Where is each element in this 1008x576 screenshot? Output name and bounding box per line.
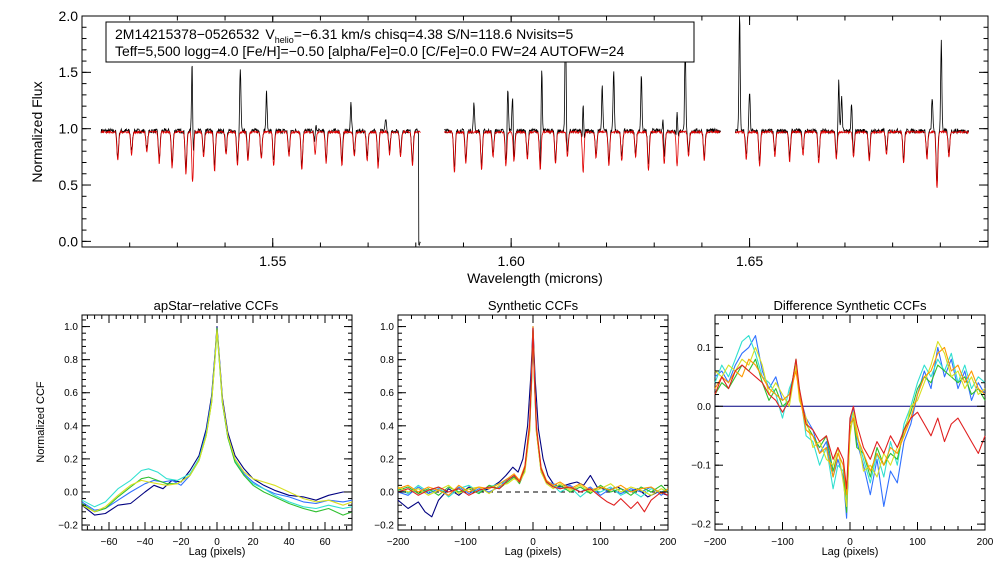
x-tick-label: −100: [771, 537, 794, 548]
difference-axes: −200 −100 0 100 200 −0.2 −0.1 0.0 0.1: [691, 315, 994, 548]
y-tick-label: 1.0: [59, 121, 79, 137]
synthetic-xlabel: Lag (pixels): [505, 546, 562, 558]
apstar-xlabel: Lag (pixels): [189, 546, 246, 558]
spectrum-observed-chip-2: [444, 24, 721, 168]
apstar-ccf-traces: [81, 326, 353, 516]
apstar-ccf-title: apStar−relative CCFs: [154, 298, 279, 313]
y-tick-label: 1.0: [380, 322, 394, 333]
difference-ccf-panel: Difference Synthetic CCFs −200 −100 0 100 20…: [691, 298, 994, 558]
y-tick-label: −0.2: [58, 521, 78, 532]
spectrum-traces: [100, 15, 970, 247]
spectrum-observed-chip-3: [734, 15, 970, 182]
spectrum-plot-frame: [81, 15, 989, 248]
star-stats: =−6.31 km/s chisq=4.38 S/N=118.6 Nvisits…: [294, 26, 574, 42]
x-tick-label: 100: [909, 537, 926, 548]
y-tick-label: 0.8: [64, 355, 78, 366]
x-tick-label: −100: [454, 537, 477, 548]
series-line-ccf-7: [397, 327, 669, 513]
synthetic-ccf-panel: Synthetic CCFs −200 −100 0 100 200 −0.2 0.0 0.2…: [374, 298, 677, 558]
y-tick-label: 0.0: [64, 487, 78, 498]
x-tick-label: −60: [101, 537, 118, 548]
apstar-ccf-panel: apStar−relative CCFs −60 −40 −20 0 20 40 60 −0.…: [35, 298, 353, 558]
x-tick-label: 0: [847, 537, 853, 548]
vhelio-symbol: V: [265, 26, 275, 42]
synthetic-axes: −200 −100 0 100 200 −0.2 0.0 0.2 0.4 0.6 0.8 1.0: [374, 315, 677, 548]
spectrum-synthetic-chip-2: [444, 129, 721, 173]
series-line-diff-4: [714, 340, 986, 507]
series-line-ccf-1: [81, 326, 352, 516]
synthetic-ccf-traces: [397, 326, 669, 518]
y-tick-label: 2.0: [59, 8, 79, 24]
series-line-diff-6: [714, 358, 986, 490]
x-tick-label: 200: [660, 537, 677, 548]
y-tick-label: −0.2: [374, 521, 394, 532]
y-tick-label: 0.4: [64, 421, 78, 432]
series-line-ccf-4: [81, 327, 353, 516]
x-tick-label: 60: [319, 537, 331, 548]
apstar-axes: −60 −40 −20 0 20 40 60 −0.2 0.0 0.2 0.4 0.6 0.8 1.0: [58, 315, 352, 548]
x-tick-label: 40: [283, 537, 295, 548]
spectrum-axes: 1.55 1.60 1.65 0.0 0.5 1.0 1.5 2.0: [59, 8, 988, 269]
x-tick-label: −200: [704, 537, 727, 548]
series-line-ccf-6: [397, 326, 669, 496]
x-tick-label: 0: [530, 537, 536, 548]
y-tick-label: 0.2: [380, 454, 394, 465]
y-tick-label: 0.6: [380, 388, 394, 399]
spectrum-synthetic-chip-3: [734, 129, 969, 188]
series-line-ccf-4: [397, 329, 669, 496]
vhelio-subscript: helio: [275, 35, 294, 45]
series-line-ccf-2: [397, 330, 669, 496]
difference-ccf-traces: [714, 335, 986, 519]
y-tick-label: 0.8: [380, 355, 394, 366]
x-tick-label: 1.55: [259, 253, 286, 269]
y-tick-label: −0.1: [691, 461, 711, 472]
spectrum-ylabel: Normalized Flux: [29, 81, 45, 182]
x-tick-label: 100: [592, 537, 609, 548]
info-line-1: 2M14215378−0526532 Vhelio=−6.31 km/s chis…: [115, 26, 574, 45]
y-tick-label: 0.5: [59, 177, 79, 193]
spectrum-panel: 1.55 1.60 1.65 0.0 0.5 1.0 1.5 2.0 2M14215378−0…: [29, 8, 989, 286]
x-tick-label: −200: [387, 537, 410, 548]
y-tick-label: 0.6: [64, 388, 78, 399]
x-tick-label: 20: [247, 537, 259, 548]
x-tick-label: 1.60: [498, 253, 525, 269]
y-tick-label: 0.4: [380, 421, 394, 432]
difference-ccf-title: Difference Synthetic CCFs: [774, 298, 927, 313]
y-tick-label: 0.2: [64, 454, 78, 465]
y-tick-label: 1.5: [59, 64, 79, 80]
x-tick-label: 0: [214, 537, 220, 548]
spectrum-xlabel: Wavelength (microns): [467, 270, 603, 286]
x-tick-label: 200: [977, 537, 994, 548]
y-tick-label: 1.0: [64, 322, 78, 333]
star-id: 2M14215378−0526532: [115, 26, 260, 42]
x-tick-label: −20: [173, 537, 190, 548]
series-line-ccf-3: [397, 332, 669, 498]
difference-xlabel: Lag (pixels): [822, 546, 879, 558]
spectrum-synthetic-chip-1: [100, 129, 421, 182]
series-line-ccf-3: [81, 330, 353, 510]
y-tick-label: −0.2: [691, 520, 711, 531]
info-line-2: Teff=5,500 logg=4.0 [Fe/H]=−0.50 [alpha/…: [115, 43, 624, 59]
x-tick-label: 1.65: [736, 253, 763, 269]
y-tick-label: 0.0: [380, 487, 394, 498]
series-line-ccf-5: [397, 330, 669, 496]
series-line-ccf-5: [81, 329, 353, 513]
y-tick-label: 0.0: [697, 402, 711, 413]
synthetic-ccf-title: Synthetic CCFs: [488, 298, 579, 313]
series-line-ccf-2: [81, 329, 353, 511]
y-tick-label: 0.1: [697, 343, 711, 354]
apstar-ylabel: Normalized CCF: [35, 381, 47, 463]
spectrum-info-box: [105, 21, 695, 63]
y-tick-label: 0.0: [59, 233, 79, 249]
x-tick-label: −40: [137, 537, 154, 548]
